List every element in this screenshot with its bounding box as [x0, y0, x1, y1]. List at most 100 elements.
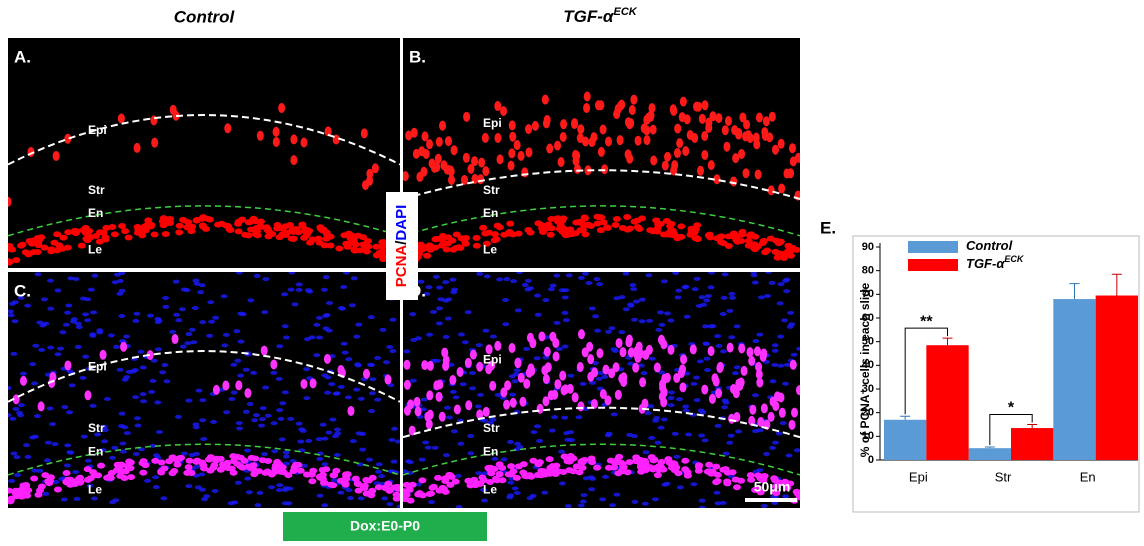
nucleus — [59, 330, 67, 335]
nucleus — [721, 272, 729, 277]
nucleus — [14, 473, 22, 478]
pcna-cell — [485, 344, 493, 355]
nucleus — [654, 440, 662, 445]
nucleus — [36, 468, 44, 473]
lens-cell — [300, 234, 309, 241]
lens-cell — [192, 458, 201, 465]
lens-cell — [539, 229, 548, 236]
nucleus — [558, 481, 566, 486]
nucleus — [674, 295, 682, 300]
lens-cell — [666, 223, 675, 230]
lens-cell — [486, 479, 495, 486]
lens-cell — [403, 496, 410, 503]
pcna-cell — [422, 148, 430, 159]
pcna-cell — [679, 96, 687, 107]
pcna-cell — [754, 169, 762, 180]
lens-cell — [677, 233, 686, 240]
y-tick-label: 10 — [862, 430, 874, 442]
nucleus — [154, 400, 162, 405]
nucleus — [178, 307, 186, 312]
region-label: Str — [88, 183, 105, 197]
lens-cell — [759, 237, 768, 244]
pcna-cell — [465, 400, 473, 411]
nucleus — [524, 278, 532, 283]
nucleus — [63, 463, 71, 468]
lens-cell — [521, 473, 530, 480]
nucleus — [260, 452, 268, 457]
nucleus — [733, 324, 741, 329]
nucleus — [193, 464, 201, 469]
lens-cell — [222, 462, 231, 469]
lens-cell — [495, 461, 504, 468]
pcna-cell — [509, 131, 517, 142]
nucleus — [288, 272, 296, 275]
pcna-cell — [624, 117, 632, 128]
nucleus — [658, 370, 666, 375]
bar — [884, 419, 927, 460]
nucleus — [467, 434, 475, 439]
nucleus — [764, 272, 772, 275]
lens-cell — [318, 466, 327, 473]
lens-cell — [306, 239, 315, 246]
nucleus — [756, 332, 764, 337]
panel-letter: E. — [820, 218, 836, 237]
nucleus — [481, 471, 489, 476]
nucleus — [613, 296, 621, 301]
lens-cell — [251, 455, 260, 462]
nucleus — [101, 428, 109, 433]
pcna-cell — [773, 391, 781, 402]
nucleus — [379, 327, 387, 332]
nucleus — [779, 421, 787, 426]
nucleus — [235, 272, 243, 275]
nucleus — [303, 367, 311, 372]
nucleus — [160, 496, 168, 501]
pcna-cell — [713, 174, 721, 185]
nucleus — [514, 441, 522, 446]
lens-cell — [8, 245, 13, 252]
pcna-cell — [519, 396, 527, 407]
nucleus — [200, 436, 208, 441]
nucleus — [161, 363, 169, 368]
nucleus — [99, 448, 107, 453]
panel-letter: A. — [14, 47, 31, 66]
pcna-cell — [542, 373, 550, 384]
nucleus — [291, 302, 299, 307]
lens-cell — [558, 217, 567, 224]
lens-cell — [713, 478, 722, 485]
nucleus — [507, 480, 515, 485]
nucleus — [243, 448, 251, 453]
nucleus — [139, 392, 147, 397]
nucleus — [281, 324, 289, 329]
treatment-label: Dox:E0-P0 — [350, 518, 420, 534]
nucleus — [11, 319, 19, 324]
nucleus — [133, 416, 141, 421]
lens-cell — [229, 453, 238, 460]
pcna-cell — [324, 126, 332, 137]
pcna-cell — [707, 160, 715, 171]
pcna-cell — [464, 357, 472, 368]
lens-cell — [471, 482, 480, 489]
nucleus — [355, 431, 363, 436]
nucleus — [152, 485, 160, 490]
lens-cell — [712, 463, 721, 470]
lens-cell — [72, 228, 81, 235]
pcna-cell — [641, 398, 649, 409]
nucleus — [281, 390, 289, 395]
pcna-cell — [439, 120, 447, 131]
lens-cell — [316, 474, 325, 481]
nucleus — [415, 482, 423, 487]
nucleus — [698, 498, 706, 503]
nucleus — [61, 405, 69, 410]
lens-cell — [63, 244, 72, 251]
lens-cell — [659, 466, 668, 473]
lens-cell — [560, 453, 569, 460]
nucleus — [242, 409, 250, 414]
stain-label-box — [386, 192, 418, 300]
pcna-cell — [559, 132, 567, 143]
nucleus — [425, 285, 433, 290]
pcna-cell — [701, 130, 709, 141]
pcna-cell — [543, 114, 551, 125]
nucleus — [690, 381, 698, 386]
nucleus — [675, 288, 683, 293]
nucleus — [703, 356, 711, 361]
